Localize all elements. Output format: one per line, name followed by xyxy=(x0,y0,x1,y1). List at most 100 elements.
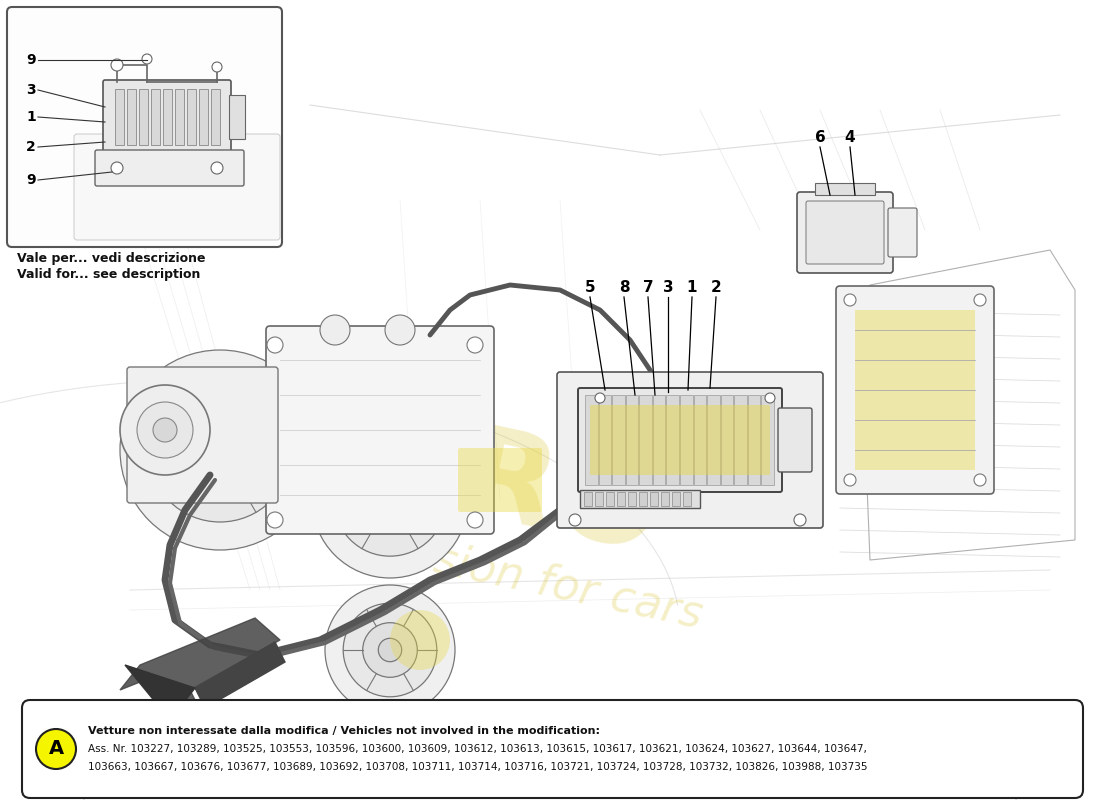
Circle shape xyxy=(974,474,986,486)
Circle shape xyxy=(343,603,437,697)
FancyBboxPatch shape xyxy=(74,134,280,240)
FancyBboxPatch shape xyxy=(95,150,244,186)
Circle shape xyxy=(358,467,422,533)
Bar xyxy=(707,395,719,485)
FancyBboxPatch shape xyxy=(557,372,823,528)
Circle shape xyxy=(385,315,415,345)
Bar xyxy=(617,492,625,506)
Circle shape xyxy=(202,432,238,468)
Circle shape xyxy=(304,424,317,436)
Bar xyxy=(815,183,875,195)
Bar xyxy=(595,492,603,506)
Bar xyxy=(626,395,638,485)
Circle shape xyxy=(267,512,283,528)
Bar xyxy=(694,395,706,485)
FancyBboxPatch shape xyxy=(126,367,278,503)
Circle shape xyxy=(153,418,177,442)
Bar xyxy=(584,492,592,506)
Circle shape xyxy=(211,162,223,174)
Text: Ass. Nr. 103227, 103289, 103525, 103553, 103596, 103600, 103609, 103612, 103613,: Ass. Nr. 103227, 103289, 103525, 103553,… xyxy=(88,744,867,754)
Text: 3: 3 xyxy=(662,280,673,295)
Bar xyxy=(667,395,679,485)
Bar xyxy=(199,89,208,145)
Polygon shape xyxy=(120,618,280,710)
Circle shape xyxy=(320,315,350,345)
Circle shape xyxy=(844,474,856,486)
FancyBboxPatch shape xyxy=(888,208,917,257)
FancyBboxPatch shape xyxy=(778,408,812,472)
Circle shape xyxy=(120,350,320,550)
FancyBboxPatch shape xyxy=(103,80,231,154)
Circle shape xyxy=(312,422,468,578)
Bar xyxy=(151,89,160,145)
Text: EURO: EURO xyxy=(267,380,673,580)
Bar xyxy=(585,395,597,485)
Bar xyxy=(606,492,614,506)
Circle shape xyxy=(376,486,404,514)
Circle shape xyxy=(36,729,76,769)
Bar xyxy=(653,395,666,485)
Bar xyxy=(175,89,184,145)
Circle shape xyxy=(569,514,581,526)
Circle shape xyxy=(138,402,192,458)
Circle shape xyxy=(468,512,483,528)
Text: Vetture non interessate dalla modifica / Vehicles not involved in the modificati: Vetture non interessate dalla modifica /… xyxy=(88,726,600,736)
Circle shape xyxy=(333,444,447,556)
Circle shape xyxy=(764,393,776,403)
Circle shape xyxy=(595,393,605,403)
FancyBboxPatch shape xyxy=(266,326,494,534)
Polygon shape xyxy=(125,665,195,720)
Bar xyxy=(187,89,196,145)
Circle shape xyxy=(844,294,856,306)
Text: 2: 2 xyxy=(711,280,722,295)
FancyBboxPatch shape xyxy=(22,700,1084,798)
Circle shape xyxy=(178,408,262,492)
Bar xyxy=(628,492,636,506)
Text: 6: 6 xyxy=(815,130,825,145)
Bar xyxy=(116,89,124,145)
Text: 1: 1 xyxy=(686,280,697,295)
FancyBboxPatch shape xyxy=(7,7,282,247)
Circle shape xyxy=(324,585,455,715)
Polygon shape xyxy=(195,642,285,708)
FancyBboxPatch shape xyxy=(798,192,893,273)
Bar xyxy=(680,395,693,485)
Circle shape xyxy=(974,294,986,306)
Circle shape xyxy=(378,638,402,662)
Circle shape xyxy=(267,337,283,353)
Text: 9: 9 xyxy=(26,173,35,187)
Bar xyxy=(735,395,747,485)
FancyBboxPatch shape xyxy=(855,310,975,470)
Text: 4: 4 xyxy=(845,130,856,145)
Text: 8: 8 xyxy=(618,280,629,295)
Circle shape xyxy=(285,405,336,455)
Text: Vale per... vedi descrizione: Vale per... vedi descrizione xyxy=(16,252,206,265)
Bar xyxy=(720,395,734,485)
Bar xyxy=(612,395,625,485)
Bar xyxy=(761,395,774,485)
Bar xyxy=(598,395,612,485)
Circle shape xyxy=(111,162,123,174)
Bar xyxy=(639,492,647,506)
Bar xyxy=(683,492,691,506)
Circle shape xyxy=(148,378,292,522)
Bar xyxy=(672,492,680,506)
FancyBboxPatch shape xyxy=(806,201,884,264)
Text: Valid for... see description: Valid for... see description xyxy=(16,268,200,281)
Circle shape xyxy=(275,395,345,465)
Bar xyxy=(748,395,760,485)
Circle shape xyxy=(794,514,806,526)
Circle shape xyxy=(390,610,450,670)
Bar xyxy=(139,89,148,145)
Text: 103663, 103667, 103676, 103677, 103689, 103692, 103708, 103711, 103714, 103716, : 103663, 103667, 103676, 103677, 103689, … xyxy=(88,762,868,772)
Bar xyxy=(639,395,652,485)
FancyBboxPatch shape xyxy=(458,448,542,512)
Circle shape xyxy=(468,337,483,353)
Text: 9: 9 xyxy=(26,53,35,67)
Bar xyxy=(126,89,136,145)
Circle shape xyxy=(120,385,210,475)
Text: 3: 3 xyxy=(26,83,35,97)
Text: passion for cars: passion for cars xyxy=(353,522,706,638)
Text: 2: 2 xyxy=(26,140,35,154)
Bar xyxy=(211,89,220,145)
